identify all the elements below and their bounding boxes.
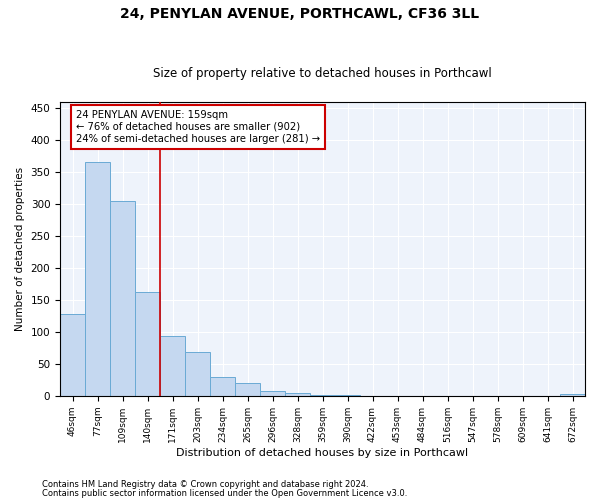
Text: 24, PENYLAN AVENUE, PORTHCAWL, CF36 3LL: 24, PENYLAN AVENUE, PORTHCAWL, CF36 3LL (121, 8, 479, 22)
Bar (135, 292, 160, 396)
Bar (185, 352, 210, 396)
Bar (310, 394, 335, 396)
Bar (85, 162, 110, 396)
Y-axis label: Number of detached properties: Number of detached properties (15, 166, 25, 330)
Bar (335, 395, 360, 396)
Bar (235, 383, 260, 396)
Text: 24 PENYLAN AVENUE: 159sqm
← 76% of detached houses are smaller (902)
24% of semi: 24 PENYLAN AVENUE: 159sqm ← 76% of detac… (76, 110, 320, 144)
X-axis label: Distribution of detached houses by size in Porthcawl: Distribution of detached houses by size … (176, 448, 469, 458)
Bar (60, 314, 85, 396)
Text: Contains HM Land Registry data © Crown copyright and database right 2024.: Contains HM Land Registry data © Crown c… (42, 480, 368, 489)
Text: Contains public sector information licensed under the Open Government Licence v3: Contains public sector information licen… (42, 488, 407, 498)
Bar (560, 394, 585, 396)
Bar (210, 376, 235, 396)
Title: Size of property relative to detached houses in Porthcawl: Size of property relative to detached ho… (153, 66, 492, 80)
Bar (285, 392, 310, 396)
Bar (160, 336, 185, 396)
Bar (260, 390, 285, 396)
Bar (110, 200, 135, 396)
